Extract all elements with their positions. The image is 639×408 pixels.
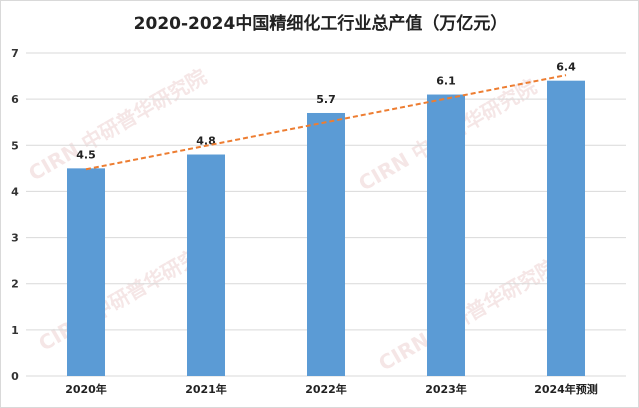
x-tick-label: 2024年预测 bbox=[534, 382, 598, 396]
watermark-text: CIRN 中研普华研究院 bbox=[374, 254, 560, 375]
y-tick-label: 5 bbox=[11, 139, 19, 152]
bar bbox=[67, 168, 105, 376]
bar bbox=[307, 112, 345, 376]
y-tick-label: 3 bbox=[11, 232, 19, 245]
x-tick-label: 2022年 bbox=[305, 382, 347, 396]
bar bbox=[187, 154, 225, 376]
data-label: 4.8 bbox=[196, 135, 216, 148]
bar bbox=[427, 94, 465, 377]
chart-title: 2020-2024中国精细化工行业总产值（万亿元） bbox=[133, 14, 508, 34]
x-tick-label: 2020年 bbox=[65, 382, 107, 396]
y-tick-label: 0 bbox=[11, 370, 19, 383]
y-tick-label: 6 bbox=[11, 93, 19, 106]
bar bbox=[547, 80, 585, 376]
y-tick-label: 4 bbox=[11, 185, 19, 198]
x-tick-label: 2021年 bbox=[185, 382, 227, 396]
data-label: 5.7 bbox=[316, 93, 336, 106]
data-label: 4.5 bbox=[76, 148, 96, 161]
watermark-text: CIRN 中研普华研究院 bbox=[24, 64, 210, 185]
data-label: 6.1 bbox=[436, 75, 456, 88]
y-tick-label: 7 bbox=[11, 47, 19, 60]
x-tick-label: 2023年 bbox=[425, 382, 467, 396]
y-tick-label: 1 bbox=[11, 324, 19, 337]
trendline bbox=[85, 74, 567, 171]
data-label: 6.4 bbox=[556, 61, 576, 74]
y-tick-label: 2 bbox=[11, 278, 19, 291]
